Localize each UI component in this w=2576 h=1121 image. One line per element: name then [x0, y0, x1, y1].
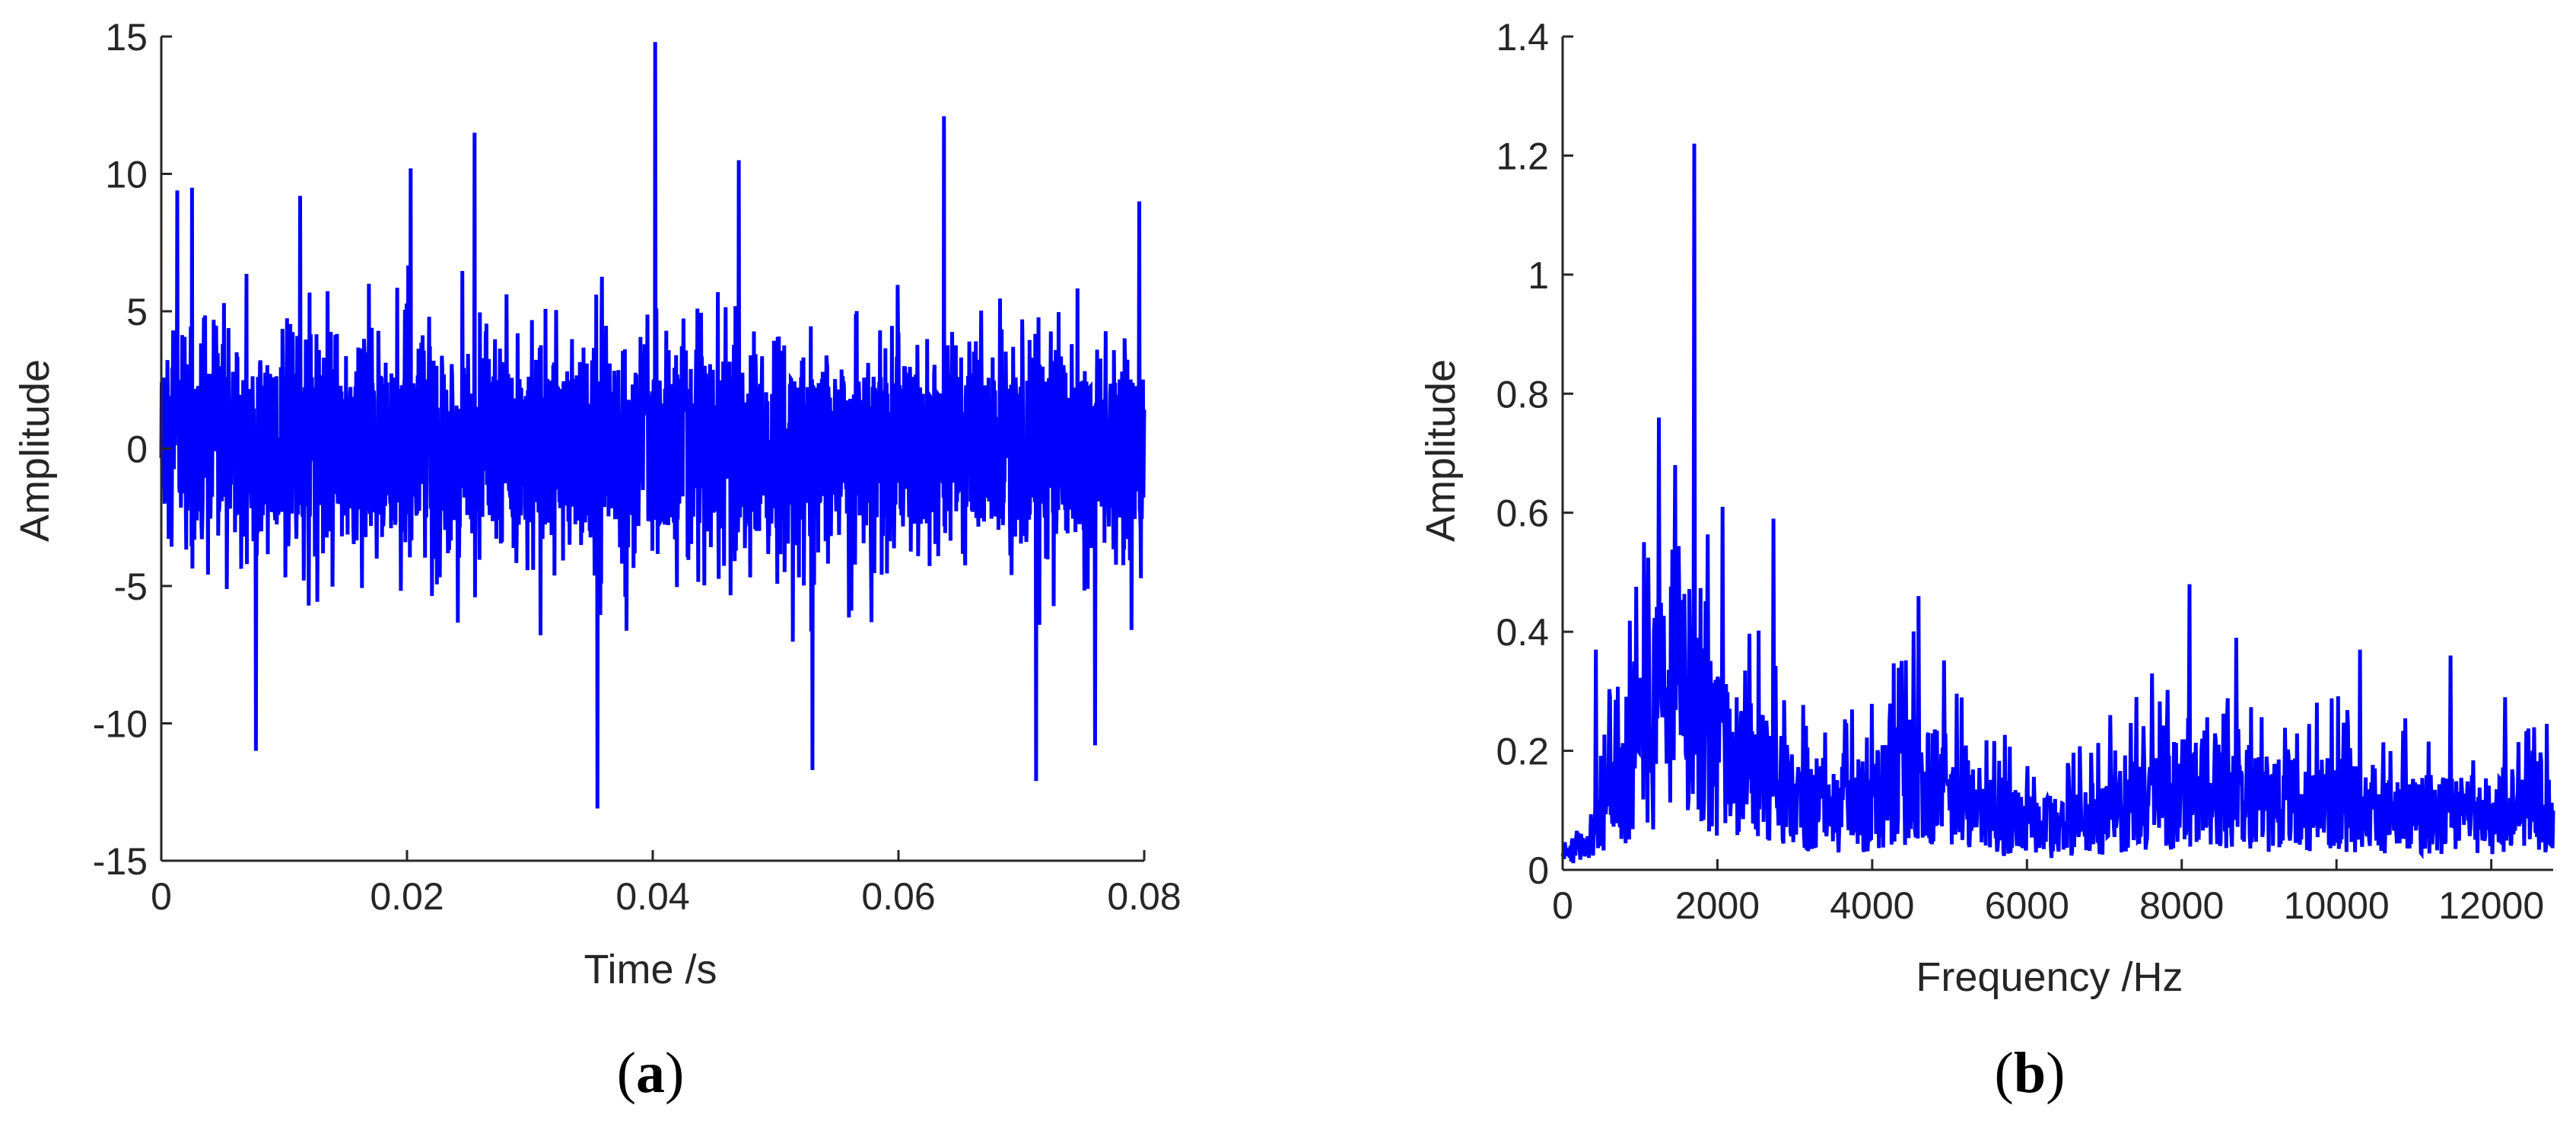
- y-tick-label: 0.2: [1496, 731, 1549, 773]
- x-tick-label: 12000: [2438, 884, 2544, 927]
- x-tick-label: 8000: [2139, 884, 2224, 927]
- x-axis-label-a: Time /s: [584, 947, 717, 992]
- y-tick-label: 5: [126, 291, 148, 333]
- y-tick-label: 0: [1528, 849, 1549, 892]
- x-ticks-b: 0 2000 4000 6000 8000 10000 12000: [1552, 859, 2544, 927]
- panel-label-b-close: ): [2046, 1041, 2065, 1105]
- x-axis-label-b: Frequency /Hz: [1916, 954, 2183, 1000]
- x-tick-label: 0.04: [615, 875, 689, 918]
- x-tick-label: 10000: [2284, 884, 2390, 927]
- panel-label-a-letter: a: [636, 1041, 665, 1105]
- panel-label-a: (a): [617, 1041, 685, 1105]
- y-axis-label-a: Amplitude: [12, 359, 58, 542]
- x-tick-label: 0: [1552, 884, 1573, 927]
- panel-label-b-open: (: [1995, 1041, 2014, 1105]
- series-line-b: [1560, 143, 2555, 864]
- y-ticks-a: -15 -10 -5 0 5 10 15: [93, 16, 172, 883]
- axes-b: [1561, 37, 2553, 871]
- panel-label-a-close: ): [665, 1041, 684, 1105]
- y-tick-label: 1: [1528, 254, 1549, 297]
- x-ticks-a: 0 0.02 0.04 0.06 0.08: [151, 850, 1181, 918]
- x-tick-label: 0.06: [861, 875, 935, 918]
- panel-label-a-open: (: [617, 1041, 636, 1105]
- chart-panel-b: 0 2000 4000 6000 8000 10000 12000 0 0.2 0.4 0.6 0.…: [1418, 16, 2555, 1105]
- y-ticks-b: 0 0.2 0.4 0.6 0.8 1 1.2 1.4: [1496, 16, 1573, 892]
- x-tick-label: 0: [151, 875, 172, 918]
- y-tick-label: 0.4: [1496, 611, 1549, 654]
- y-tick-label: 0.6: [1496, 492, 1549, 535]
- x-tick-label: 6000: [1985, 884, 2069, 927]
- x-tick-label: 4000: [1830, 884, 1914, 927]
- y-tick-label: -15: [93, 840, 148, 883]
- x-tick-label: 0.08: [1107, 875, 1181, 918]
- panel-label-b: (b): [1995, 1041, 2066, 1105]
- y-tick-label: 0: [126, 428, 148, 471]
- x-tick-label: 2000: [1675, 884, 1760, 927]
- x-tick-label: 0.02: [370, 875, 444, 918]
- panel-label-b-letter: b: [2014, 1041, 2046, 1105]
- y-tick-label: 1.2: [1496, 135, 1549, 177]
- y-tick-label: 1.4: [1496, 16, 1549, 59]
- y-tick-label: 10: [105, 154, 148, 196]
- y-tick-label: -5: [114, 565, 148, 608]
- y-tick-label: 0.8: [1496, 373, 1549, 416]
- y-tick-label: 15: [105, 16, 148, 59]
- series-line-a: [159, 42, 1146, 809]
- chart-panel-a: 0 0.02 0.04 0.06 0.08 -15 -10 -5 0 5 10 15 Time /s…: [12, 16, 1181, 1105]
- y-tick-label: -10: [93, 703, 148, 746]
- y-axis-label-b: Amplitude: [1418, 359, 1464, 542]
